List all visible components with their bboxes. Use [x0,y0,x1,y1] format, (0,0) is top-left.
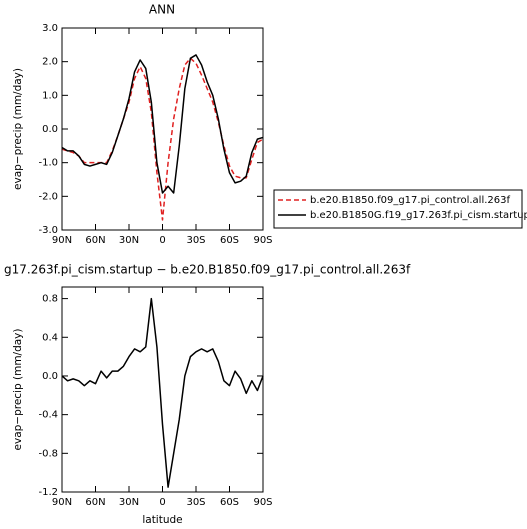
x-tick-label: 60S [220,235,239,246]
legend-box [273,189,523,229]
y-tick-label: 1.0 [42,90,58,101]
y-tick-label: -3.0 [38,225,58,236]
x-axis-label: latitude [142,514,182,526]
chart-title: ANN [149,3,175,17]
series-line [61,297,264,488]
y-tick-label: -0.8 [38,448,58,459]
plot-frame [61,27,264,231]
x-tick-label: 30N [119,497,139,508]
y-tick-label: 0.8 [42,294,58,305]
legend-label: b.e20.B1850.f09_g17.pi_control.all.263f [310,195,510,206]
y-tick-label: -2.0 [38,191,58,202]
series-line [61,57,264,221]
y-tick-label: 0.0 [42,371,58,382]
x-tick-label: 0 [159,497,165,508]
x-tick-label: 30N [119,235,139,246]
x-tick-label: 90N [52,235,72,246]
y-tick-label: 3.0 [42,23,58,34]
plot-frame [61,286,264,493]
y-tick-label: -1.2 [38,487,58,498]
x-tick-label: 60N [85,497,105,508]
y-tick-label: 0.0 [42,124,58,135]
y-tick-label: -0.4 [38,410,58,421]
x-tick-label: 0 [159,235,165,246]
x-tick-label: 90S [253,497,272,508]
x-tick-label: 60S [220,497,239,508]
y-tick-label: -1.0 [38,158,58,169]
y-axis-label: evap−precip (mm/day) [12,329,24,451]
y-axis-label: evap−precip (mm/day) [12,68,24,190]
x-tick-label: 90N [52,497,72,508]
y-tick-label: 2.0 [42,57,58,68]
x-tick-label: 30S [186,497,205,508]
chart-title: g17.263f.pi_cism.startup − b.e20.B1850.f… [4,263,411,277]
series-line [61,54,264,194]
y-tick-label: 0.4 [42,332,58,343]
legend-label: b.e20.B1850G.f19_g17.263f.pi_cism.startu… [310,210,527,221]
x-tick-label: 90S [253,235,272,246]
x-tick-label: 30S [186,235,205,246]
x-tick-label: 60N [85,235,105,246]
